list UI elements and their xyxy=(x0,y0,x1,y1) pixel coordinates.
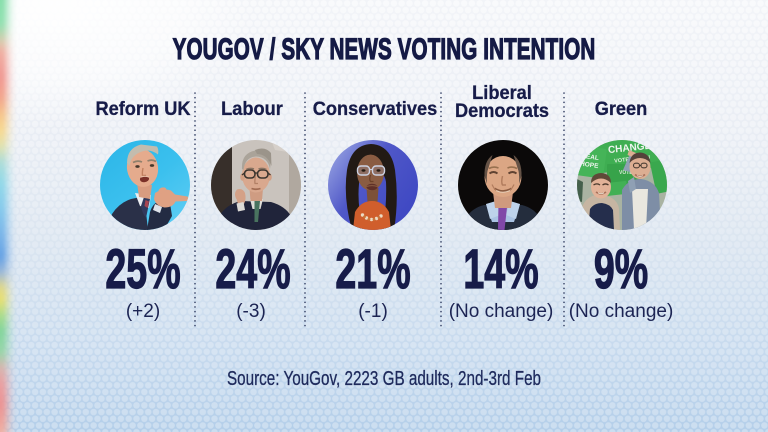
svg-text:CHANGE: CHANGE xyxy=(607,141,652,157)
svg-text:VOTE: VOTE xyxy=(619,170,633,176)
svg-text:REAL: REAL xyxy=(581,153,600,162)
svg-text:HOPE: HOPE xyxy=(580,161,600,171)
